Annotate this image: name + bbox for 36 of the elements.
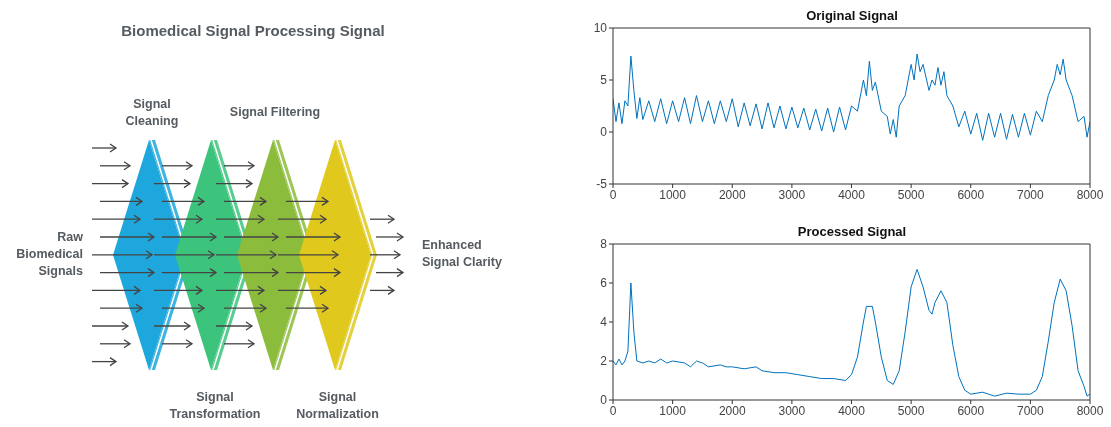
x-tick-label: 3000 [778,403,806,418]
y-tick-label: 8 [600,237,608,252]
x-tick-label: 8000 [1076,403,1104,418]
x-tick-label: 6000 [957,187,985,202]
x-tick-label: 8000 [1076,187,1104,202]
x-tick-label: 5000 [897,187,925,202]
chart-title: Original Signal [805,8,899,23]
y-tick-label: -5 [596,177,608,192]
y-tick-label: 4 [600,315,608,330]
line-series [613,268,1090,397]
text: Biomedical Signal Processing Signal [120,22,386,39]
text: Enhanced Signal Clarity [422,237,503,271]
text: Raw Biomedical Signals [15,229,83,280]
x-tick-label: 5000 [897,403,925,418]
x-tick-label: 1000 [659,187,687,202]
y-tick-label: 5 [600,73,608,88]
text: Signal Filtering [228,104,322,121]
text: Signal Cleaning [124,96,180,130]
x-tick-label: 2000 [718,403,746,418]
x-tick-label: 3000 [778,187,806,202]
x-tick-label: 4000 [838,187,866,202]
x-tick-label: 2000 [718,187,746,202]
y-tick-label: 10 [593,21,608,36]
y-tick-label: 0 [600,393,608,408]
y-tick-label: 0 [600,125,608,140]
x-tick-label: 4000 [838,403,866,418]
y-tick-label: 6 [600,276,608,291]
text: Signal Normalization [295,389,380,423]
text: Signal Transformation [168,389,262,423]
x-tick-label: 7000 [1017,187,1045,202]
x-tick-label: 6000 [957,403,985,418]
y-tick-label: 2 [600,354,608,369]
x-tick-label: 1000 [659,403,687,418]
chart-title: Processed Signal [796,224,908,239]
line-series [613,53,1090,141]
x-tick-label: 7000 [1017,403,1045,418]
